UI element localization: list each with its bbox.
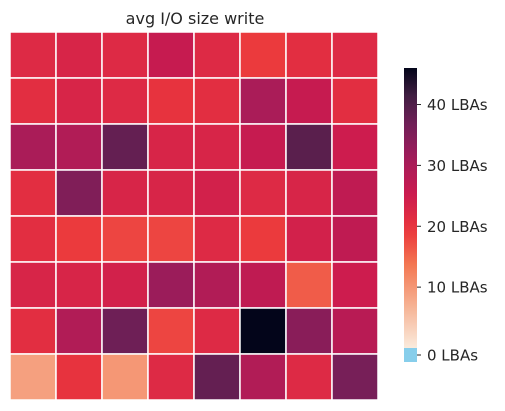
- heatmap-cell: [239, 123, 287, 171]
- heatmap-cell: [101, 169, 149, 217]
- heatmap-cell: [147, 261, 195, 309]
- heatmap-cell: [101, 353, 149, 401]
- heatmap-cell: [331, 353, 379, 401]
- heatmap-cell: [9, 307, 57, 355]
- heatmap-cell: [9, 353, 57, 401]
- colorbar-tick-label: 30 LBAs: [427, 157, 488, 175]
- heatmap-cell: [285, 31, 333, 79]
- heatmap-cell: [285, 77, 333, 125]
- heatmap-cell: [9, 215, 57, 263]
- heatmap-cell: [101, 123, 149, 171]
- heatmap-cell: [147, 169, 195, 217]
- heatmap-cell: [331, 31, 379, 79]
- heatmap-cell: [285, 261, 333, 309]
- heatmap-cell: [55, 307, 103, 355]
- heatmap-cell: [193, 215, 241, 263]
- heatmap-cell: [331, 307, 379, 355]
- heatmap-cell: [285, 307, 333, 355]
- colorbar-tick-label: 0 LBAs: [427, 347, 478, 365]
- heatmap-cell: [239, 169, 287, 217]
- heatmap-cell: [147, 307, 195, 355]
- colorbar-tick-label: 40 LBAs: [427, 96, 488, 114]
- heatmap-cell: [193, 261, 241, 309]
- heatmap-cell: [147, 215, 195, 263]
- heatmap-cell: [331, 123, 379, 171]
- heatmap-cell: [9, 31, 57, 79]
- heatmap-cell: [285, 123, 333, 171]
- heatmap-cell: [101, 261, 149, 309]
- heatmap-cell: [239, 31, 287, 79]
- heatmap-cell: [239, 353, 287, 401]
- heatmap-cell: [101, 31, 149, 79]
- heatmap-cell: [9, 169, 57, 217]
- heatmap-cell: [193, 31, 241, 79]
- heatmap-cell: [55, 353, 103, 401]
- colorbar-gradient: [404, 68, 417, 348]
- heatmap-cell: [331, 215, 379, 263]
- heatmap-cell: [193, 353, 241, 401]
- heatmap-cell: [331, 261, 379, 309]
- heatmap-cell: [55, 169, 103, 217]
- colorbar-tick-label: 20 LBAs: [427, 218, 488, 236]
- heatmap-cell: [285, 169, 333, 217]
- colorbar-tick-label: 10 LBAs: [427, 279, 488, 297]
- heatmap-cell: [239, 261, 287, 309]
- heatmap-cell: [101, 77, 149, 125]
- heatmap-cell: [331, 169, 379, 217]
- heatmap-cell: [55, 215, 103, 263]
- heatmap-cell: [285, 353, 333, 401]
- heatmap-cell: [331, 77, 379, 125]
- heatmap-cell: [239, 77, 287, 125]
- heatmap-cell: [193, 77, 241, 125]
- heatmap-cell: [193, 169, 241, 217]
- heatmap-cell: [9, 77, 57, 125]
- heatmap-cell: [147, 31, 195, 79]
- heatmap-cell: [147, 123, 195, 171]
- heatmap-cell: [55, 31, 103, 79]
- heatmap-cell: [193, 307, 241, 355]
- heatmap-cell: [147, 353, 195, 401]
- colorbar: 0 LBAs 10 LBAs 20 LBAs 30 LBAs 40 LBAs: [404, 68, 488, 365]
- heatmap-cell: [55, 77, 103, 125]
- colorbar-under-extension: [404, 348, 417, 362]
- heatmap-cell: [9, 261, 57, 309]
- heatmap-cells: [9, 31, 379, 401]
- heatmap-cell: [101, 215, 149, 263]
- heatmap-cell: [101, 307, 149, 355]
- heatmap-cell: [55, 123, 103, 171]
- heatmap-cell: [239, 307, 287, 355]
- heatmap-cell: [9, 123, 57, 171]
- heatmap-cell: [193, 123, 241, 171]
- chart-title: avg I/O size write: [126, 9, 265, 28]
- heatmap-cell: [239, 215, 287, 263]
- heatmap-cell: [147, 77, 195, 125]
- heatmap-cell: [55, 261, 103, 309]
- heatmap-cell: [285, 215, 333, 263]
